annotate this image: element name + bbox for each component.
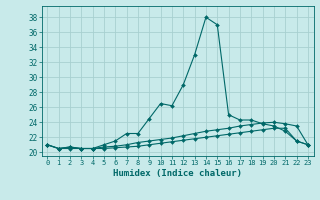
X-axis label: Humidex (Indice chaleur): Humidex (Indice chaleur)	[113, 169, 242, 178]
